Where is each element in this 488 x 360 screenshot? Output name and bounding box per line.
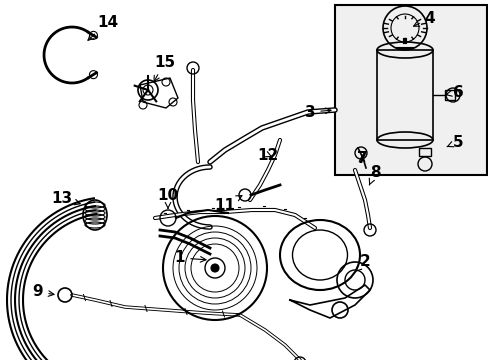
Text: 13: 13	[51, 190, 80, 206]
Text: 2: 2	[355, 255, 369, 271]
Circle shape	[210, 264, 219, 272]
Text: 4: 4	[413, 10, 434, 26]
Text: 1: 1	[174, 251, 205, 266]
Text: 6: 6	[445, 85, 463, 99]
Bar	[444, 90, 454, 100]
Bar	[418, 148, 430, 156]
Text: 3: 3	[304, 104, 330, 120]
Text: 14: 14	[88, 14, 118, 40]
Text: 7: 7	[356, 150, 366, 166]
Text: 11: 11	[214, 195, 242, 212]
Bar	[334, 5, 486, 175]
Text: 12: 12	[257, 148, 278, 162]
Text: 9: 9	[33, 284, 54, 300]
Text: 8: 8	[368, 165, 380, 185]
Text: 15: 15	[154, 54, 175, 81]
Text: 10: 10	[157, 188, 178, 208]
Text: 5: 5	[447, 135, 462, 149]
Bar	[376, 50, 432, 140]
